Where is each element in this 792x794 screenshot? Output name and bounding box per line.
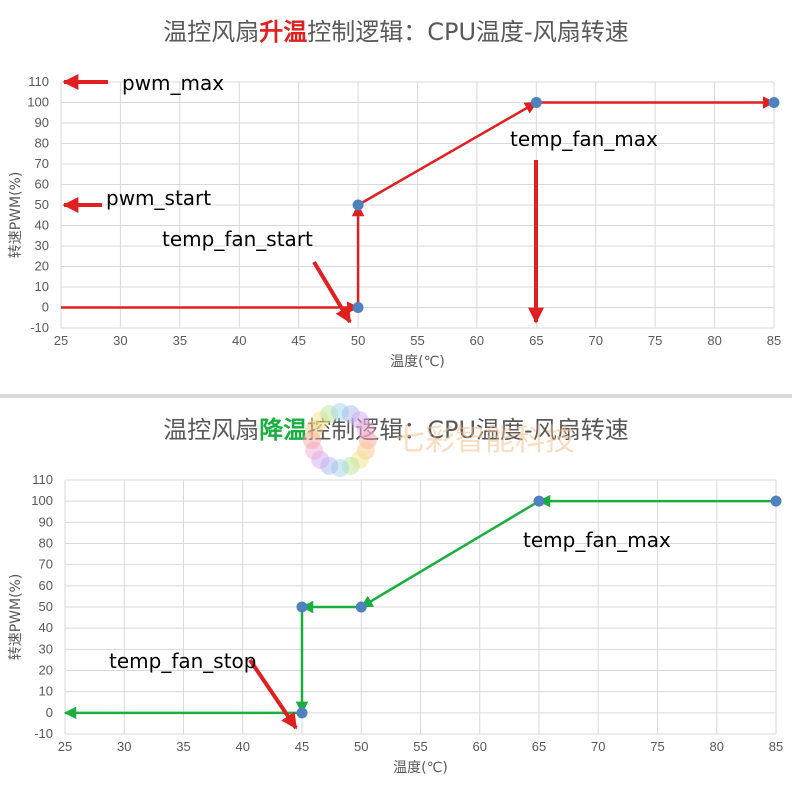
x-tick-label: 45	[295, 739, 309, 754]
x-tick-label: 65	[529, 333, 543, 348]
x-tick-label: 70	[591, 739, 605, 754]
y-tick-label: 30	[39, 641, 53, 656]
x-tick-label: 40	[236, 739, 250, 754]
data-point	[352, 302, 364, 313]
x-tick-label: 40	[232, 333, 246, 348]
y-tick-label: 10	[35, 279, 49, 294]
annotation-arrow	[312, 260, 352, 324]
y-tick-label: 20	[35, 259, 49, 274]
y-tick-label: 10	[39, 684, 53, 699]
x-tick-label: 85	[767, 333, 781, 348]
y-tick-label: 0	[42, 300, 49, 315]
x-tick-label: 25	[58, 739, 72, 754]
x-tick-label: 80	[710, 739, 724, 754]
y-tick-label: 50	[39, 599, 53, 614]
y-axis-label: 转速PWM(%)	[8, 574, 24, 661]
data-point	[533, 495, 545, 507]
data-point	[768, 97, 780, 108]
y-tick-label: 100	[27, 95, 49, 110]
watermark-text: 七彩智能科技	[395, 423, 575, 458]
x-tick-label: 50	[351, 333, 365, 348]
y-axis-label: 转速PWM(%)	[8, 172, 24, 259]
x-tick-label: 50	[354, 739, 368, 754]
data-point	[296, 707, 308, 719]
x-tick-label: 30	[117, 739, 131, 754]
data-point	[530, 97, 542, 108]
series-segment	[360, 500, 540, 609]
y-tick-label: 100	[31, 493, 53, 508]
y-tick-label: 20	[39, 663, 53, 678]
y-tick-label: 110	[28, 74, 49, 89]
x-tick-label: 80	[707, 333, 721, 348]
title-part: 降温	[259, 416, 307, 444]
data-point	[352, 199, 364, 211]
y-tick-label: 90	[39, 514, 53, 529]
y-tick-label: 70	[35, 156, 49, 171]
y-tick-label: 30	[35, 238, 49, 253]
y-tick-label: 60	[39, 578, 53, 593]
y-tick-label: 40	[35, 218, 49, 233]
x-tick-label: 60	[470, 333, 484, 348]
x-tick-label: 75	[648, 333, 662, 348]
chart-svg: 温控风扇升温控制逻辑：CPU温度-风扇转速 25 30 35 40 45 50 55 60 65 7…	[8, 18, 781, 370]
y-tick-label: 110	[32, 472, 53, 487]
annotation-label: temp_fan_max	[510, 127, 658, 151]
annotation-label: pwm_max	[122, 71, 224, 95]
x-tick-label: 55	[413, 739, 427, 754]
annotation-arrow	[248, 658, 298, 730]
cooling-chart-panel: 温控风扇降温控制逻辑：CPU温度-风扇转速 25 30 35 40 45 50 55 60 65 7…	[0, 398, 792, 794]
title-part: 升温	[259, 18, 307, 46]
y-tick-label: -10	[34, 726, 53, 741]
x-axis-label: 温度(℃)	[390, 354, 445, 370]
y-tick-label: -10	[30, 320, 49, 335]
panel-divider	[0, 394, 792, 400]
y-tick-label: 80	[35, 136, 49, 151]
x-tick-label: 35	[176, 739, 190, 754]
title-part: 温控风扇	[163, 416, 259, 444]
x-tick-label: 45	[291, 333, 305, 348]
x-tick-label: 65	[532, 739, 546, 754]
y-tick-label: 0	[46, 705, 53, 720]
watermark-logo	[303, 403, 377, 477]
x-tick-label: 75	[650, 739, 664, 754]
data-point	[355, 601, 367, 613]
x-tick-label: 55	[410, 333, 424, 348]
watermark-petal	[356, 420, 375, 439]
title-part: 控制逻辑：CPU温度-风扇转速	[307, 18, 628, 46]
heating-chart-panel: 温控风扇升温控制逻辑：CPU温度-风扇转速 25 30 35 40 45 50 55 60 65 7…	[0, 0, 792, 396]
y-tick-label: 50	[35, 197, 49, 212]
y-tick-label: 60	[35, 177, 49, 192]
x-axis-label: 温度(℃)	[393, 760, 448, 776]
x-tick-label: 25	[54, 333, 68, 348]
x-tick-label: 30	[113, 333, 127, 348]
y-tick-label: 70	[39, 557, 53, 572]
annotation-label: temp_fan_stop	[109, 649, 257, 673]
x-tick-label: 35	[173, 333, 187, 348]
y-tick-label: 80	[39, 536, 53, 551]
data-point	[296, 601, 308, 613]
annotation-label: temp_fan_max	[523, 528, 671, 552]
title-part: 温控风扇	[163, 18, 259, 46]
data-point	[770, 495, 782, 507]
x-tick-label: 70	[589, 333, 603, 348]
y-tick-label: 40	[39, 620, 53, 635]
annotation-label: pwm_start	[106, 186, 211, 210]
x-tick-label: 60	[473, 739, 487, 754]
x-tick-label: 85	[769, 739, 783, 754]
chart-title: 温控风扇升温控制逻辑：CPU温度-风扇转速	[163, 18, 628, 46]
y-tick-label: 90	[35, 115, 49, 130]
annotation-label: temp_fan_start	[162, 227, 313, 251]
series-segment	[357, 101, 538, 207]
